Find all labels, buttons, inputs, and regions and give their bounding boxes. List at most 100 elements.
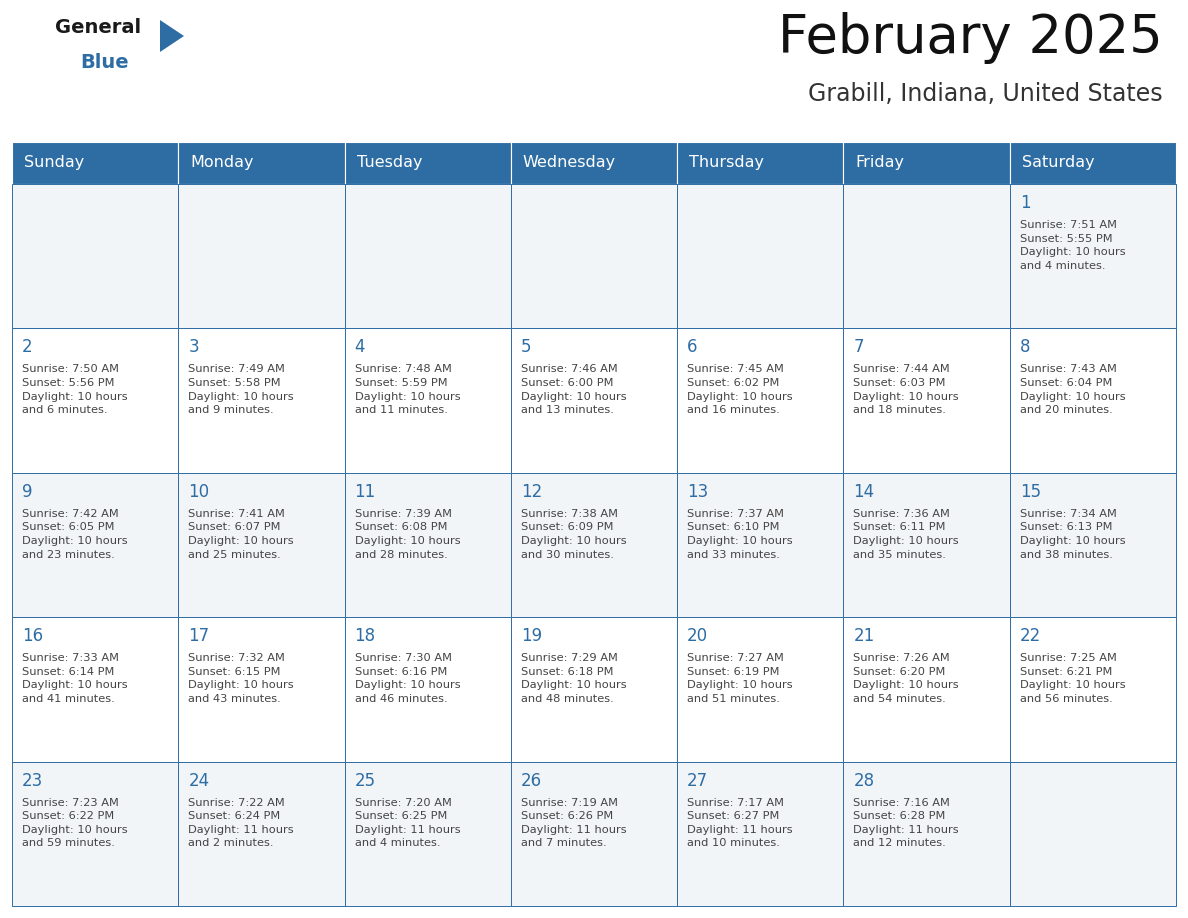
Text: Sunrise: 7:49 AM
Sunset: 5:58 PM
Daylight: 10 hours
and 9 minutes.: Sunrise: 7:49 AM Sunset: 5:58 PM Dayligh… — [188, 364, 293, 415]
Text: General: General — [55, 18, 141, 37]
Bar — [677, 473, 843, 617]
Text: Sunrise: 7:20 AM
Sunset: 6:25 PM
Daylight: 11 hours
and 4 minutes.: Sunrise: 7:20 AM Sunset: 6:25 PM Dayligh… — [354, 798, 460, 848]
Bar — [843, 184, 1010, 329]
Bar — [12, 762, 178, 906]
Text: Sunrise: 7:44 AM
Sunset: 6:03 PM
Daylight: 10 hours
and 18 minutes.: Sunrise: 7:44 AM Sunset: 6:03 PM Dayligh… — [853, 364, 959, 415]
Text: 6: 6 — [687, 339, 697, 356]
Bar — [12, 184, 178, 329]
Text: 26: 26 — [520, 772, 542, 789]
Text: Sunrise: 7:42 AM
Sunset: 6:05 PM
Daylight: 10 hours
and 23 minutes.: Sunrise: 7:42 AM Sunset: 6:05 PM Dayligh… — [23, 509, 127, 560]
Bar — [843, 142, 1010, 184]
Text: 13: 13 — [687, 483, 708, 501]
Text: Sunrise: 7:34 AM
Sunset: 6:13 PM
Daylight: 10 hours
and 38 minutes.: Sunrise: 7:34 AM Sunset: 6:13 PM Dayligh… — [1019, 509, 1125, 560]
Bar — [677, 762, 843, 906]
Bar — [511, 473, 677, 617]
Text: 10: 10 — [188, 483, 209, 501]
Bar — [12, 473, 178, 617]
Bar — [12, 617, 178, 762]
Text: Thursday: Thursday — [689, 155, 764, 171]
Text: Sunrise: 7:17 AM
Sunset: 6:27 PM
Daylight: 11 hours
and 10 minutes.: Sunrise: 7:17 AM Sunset: 6:27 PM Dayligh… — [687, 798, 792, 848]
Bar — [1010, 142, 1176, 184]
Bar — [511, 329, 677, 473]
Bar — [843, 329, 1010, 473]
Text: Sunrise: 7:25 AM
Sunset: 6:21 PM
Daylight: 10 hours
and 56 minutes.: Sunrise: 7:25 AM Sunset: 6:21 PM Dayligh… — [1019, 654, 1125, 704]
Text: Sunrise: 7:38 AM
Sunset: 6:09 PM
Daylight: 10 hours
and 30 minutes.: Sunrise: 7:38 AM Sunset: 6:09 PM Dayligh… — [520, 509, 626, 560]
Bar — [843, 473, 1010, 617]
Text: Sunrise: 7:30 AM
Sunset: 6:16 PM
Daylight: 10 hours
and 46 minutes.: Sunrise: 7:30 AM Sunset: 6:16 PM Dayligh… — [354, 654, 460, 704]
Text: Sunrise: 7:46 AM
Sunset: 6:00 PM
Daylight: 10 hours
and 13 minutes.: Sunrise: 7:46 AM Sunset: 6:00 PM Dayligh… — [520, 364, 626, 415]
Text: 25: 25 — [354, 772, 375, 789]
Bar — [345, 329, 511, 473]
Text: Sunrise: 7:19 AM
Sunset: 6:26 PM
Daylight: 11 hours
and 7 minutes.: Sunrise: 7:19 AM Sunset: 6:26 PM Dayligh… — [520, 798, 626, 848]
Bar — [843, 762, 1010, 906]
Text: 1: 1 — [1019, 194, 1030, 212]
Text: 20: 20 — [687, 627, 708, 645]
Bar — [178, 473, 345, 617]
Text: 24: 24 — [188, 772, 209, 789]
Text: 22: 22 — [1019, 627, 1041, 645]
Text: 15: 15 — [1019, 483, 1041, 501]
Text: Sunrise: 7:45 AM
Sunset: 6:02 PM
Daylight: 10 hours
and 16 minutes.: Sunrise: 7:45 AM Sunset: 6:02 PM Dayligh… — [687, 364, 792, 415]
Text: 18: 18 — [354, 627, 375, 645]
Text: 21: 21 — [853, 627, 874, 645]
Bar — [178, 762, 345, 906]
Bar — [345, 617, 511, 762]
Text: Sunrise: 7:16 AM
Sunset: 6:28 PM
Daylight: 11 hours
and 12 minutes.: Sunrise: 7:16 AM Sunset: 6:28 PM Dayligh… — [853, 798, 959, 848]
Text: 2: 2 — [23, 339, 32, 356]
Text: Blue: Blue — [80, 53, 128, 72]
Bar — [843, 617, 1010, 762]
Polygon shape — [160, 20, 184, 52]
Bar — [677, 142, 843, 184]
Text: Sunrise: 7:51 AM
Sunset: 5:55 PM
Daylight: 10 hours
and 4 minutes.: Sunrise: 7:51 AM Sunset: 5:55 PM Dayligh… — [1019, 220, 1125, 271]
Bar — [1010, 184, 1176, 329]
Text: Sunrise: 7:36 AM
Sunset: 6:11 PM
Daylight: 10 hours
and 35 minutes.: Sunrise: 7:36 AM Sunset: 6:11 PM Dayligh… — [853, 509, 959, 560]
Bar — [345, 762, 511, 906]
Bar — [677, 329, 843, 473]
Text: Sunrise: 7:50 AM
Sunset: 5:56 PM
Daylight: 10 hours
and 6 minutes.: Sunrise: 7:50 AM Sunset: 5:56 PM Dayligh… — [23, 364, 127, 415]
Text: 4: 4 — [354, 339, 365, 356]
Bar — [677, 184, 843, 329]
Bar — [677, 617, 843, 762]
Text: 12: 12 — [520, 483, 542, 501]
Text: Sunrise: 7:23 AM
Sunset: 6:22 PM
Daylight: 10 hours
and 59 minutes.: Sunrise: 7:23 AM Sunset: 6:22 PM Dayligh… — [23, 798, 127, 848]
Text: 17: 17 — [188, 627, 209, 645]
Text: Monday: Monday — [190, 155, 254, 171]
Text: Sunrise: 7:41 AM
Sunset: 6:07 PM
Daylight: 10 hours
and 25 minutes.: Sunrise: 7:41 AM Sunset: 6:07 PM Dayligh… — [188, 509, 293, 560]
Bar — [345, 142, 511, 184]
Text: Sunrise: 7:48 AM
Sunset: 5:59 PM
Daylight: 10 hours
and 11 minutes.: Sunrise: 7:48 AM Sunset: 5:59 PM Dayligh… — [354, 364, 460, 415]
Text: Tuesday: Tuesday — [356, 155, 422, 171]
Text: 19: 19 — [520, 627, 542, 645]
Bar — [178, 142, 345, 184]
Text: 27: 27 — [687, 772, 708, 789]
Text: 23: 23 — [23, 772, 43, 789]
Bar — [1010, 473, 1176, 617]
Text: Sunday: Sunday — [24, 155, 84, 171]
Text: February 2025: February 2025 — [778, 12, 1163, 64]
Text: Sunrise: 7:26 AM
Sunset: 6:20 PM
Daylight: 10 hours
and 54 minutes.: Sunrise: 7:26 AM Sunset: 6:20 PM Dayligh… — [853, 654, 959, 704]
Text: Sunrise: 7:43 AM
Sunset: 6:04 PM
Daylight: 10 hours
and 20 minutes.: Sunrise: 7:43 AM Sunset: 6:04 PM Dayligh… — [1019, 364, 1125, 415]
Bar — [1010, 762, 1176, 906]
Bar — [1010, 329, 1176, 473]
Text: Sunrise: 7:37 AM
Sunset: 6:10 PM
Daylight: 10 hours
and 33 minutes.: Sunrise: 7:37 AM Sunset: 6:10 PM Dayligh… — [687, 509, 792, 560]
Text: Wednesday: Wednesday — [523, 155, 617, 171]
Text: 7: 7 — [853, 339, 864, 356]
Bar — [12, 142, 178, 184]
Text: Sunrise: 7:33 AM
Sunset: 6:14 PM
Daylight: 10 hours
and 41 minutes.: Sunrise: 7:33 AM Sunset: 6:14 PM Dayligh… — [23, 654, 127, 704]
Text: 28: 28 — [853, 772, 874, 789]
Text: Sunrise: 7:27 AM
Sunset: 6:19 PM
Daylight: 10 hours
and 51 minutes.: Sunrise: 7:27 AM Sunset: 6:19 PM Dayligh… — [687, 654, 792, 704]
Bar — [178, 617, 345, 762]
Text: Grabill, Indiana, United States: Grabill, Indiana, United States — [808, 82, 1163, 106]
Text: Sunrise: 7:29 AM
Sunset: 6:18 PM
Daylight: 10 hours
and 48 minutes.: Sunrise: 7:29 AM Sunset: 6:18 PM Dayligh… — [520, 654, 626, 704]
Bar — [511, 142, 677, 184]
Text: 8: 8 — [1019, 339, 1030, 356]
Bar — [511, 184, 677, 329]
Text: Sunrise: 7:39 AM
Sunset: 6:08 PM
Daylight: 10 hours
and 28 minutes.: Sunrise: 7:39 AM Sunset: 6:08 PM Dayligh… — [354, 509, 460, 560]
Text: 16: 16 — [23, 627, 43, 645]
Bar — [178, 184, 345, 329]
Text: 3: 3 — [188, 339, 198, 356]
Text: Sunrise: 7:32 AM
Sunset: 6:15 PM
Daylight: 10 hours
and 43 minutes.: Sunrise: 7:32 AM Sunset: 6:15 PM Dayligh… — [188, 654, 293, 704]
Text: Saturday: Saturday — [1022, 155, 1094, 171]
Text: 14: 14 — [853, 483, 874, 501]
Bar — [345, 473, 511, 617]
Bar — [12, 329, 178, 473]
